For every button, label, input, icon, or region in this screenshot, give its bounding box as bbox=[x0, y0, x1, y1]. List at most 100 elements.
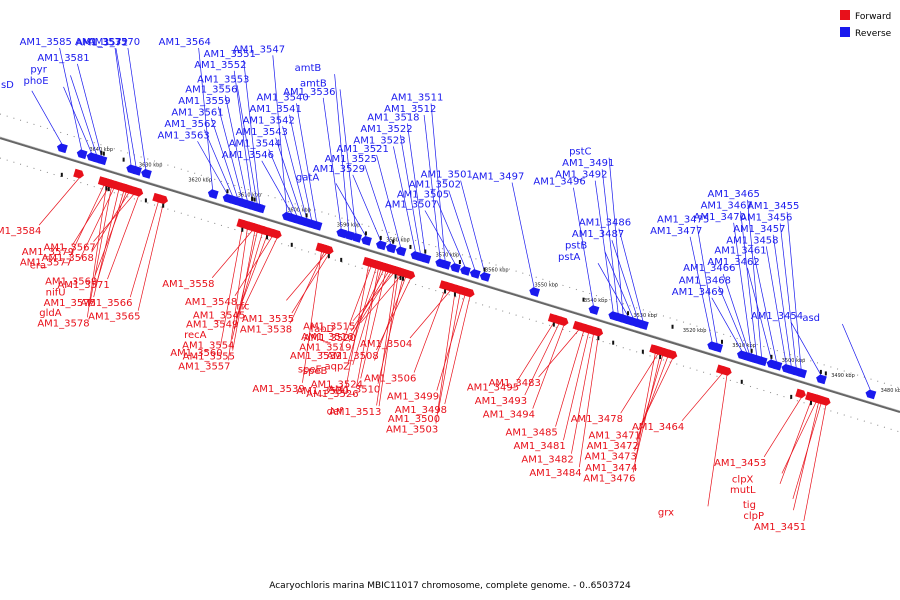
reverse-leader-line bbox=[376, 154, 401, 248]
forward-leader-line bbox=[374, 277, 406, 361]
forward-gene-label: nifU bbox=[46, 288, 66, 299]
forward-gene-label: AM1_3451 bbox=[754, 522, 806, 533]
tick-label: 3550 kbp bbox=[535, 283, 559, 289]
gene-arrow bbox=[385, 243, 397, 254]
gene-arrow bbox=[247, 201, 259, 212]
gene-marker bbox=[392, 239, 395, 244]
reverse-gene-label: AM1_3507 bbox=[385, 200, 437, 211]
reverse-leader-line bbox=[718, 286, 748, 353]
forward-gene-label: era bbox=[30, 261, 46, 272]
gene-marker bbox=[107, 187, 110, 192]
gene-arrow bbox=[572, 320, 584, 331]
forward-leader-line bbox=[360, 275, 401, 324]
forward-leader-line bbox=[444, 296, 471, 405]
tick-label: 3600 kbp bbox=[287, 207, 311, 213]
reverse-leader-line bbox=[31, 90, 63, 144]
gene-arrow bbox=[795, 388, 806, 399]
forward-leader-line bbox=[69, 185, 105, 257]
forward-leader-line bbox=[409, 290, 451, 339]
gene-arrow bbox=[529, 287, 540, 297]
gene-marker bbox=[612, 340, 615, 345]
reverse-gene-label: AM1_3556 bbox=[185, 84, 237, 95]
gene-arrow bbox=[395, 246, 407, 257]
reverse-gene-label: AM1_3496 bbox=[533, 177, 585, 188]
reverse-leader-line bbox=[754, 256, 777, 362]
gene-arrow bbox=[557, 316, 569, 326]
reverse-leader-line bbox=[722, 273, 750, 354]
forward-gene-label: AM1_3567 bbox=[44, 243, 96, 254]
reverse-leader-line bbox=[204, 129, 233, 196]
forward-leader-line bbox=[233, 233, 263, 329]
reverse-leader-line bbox=[59, 47, 82, 150]
tick-label: 3590 kbp bbox=[337, 223, 361, 229]
forward-gene-label: AM1_3566 bbox=[80, 298, 132, 309]
forward-leader-line bbox=[555, 331, 584, 427]
forward-gene-label: AM1_3520 bbox=[304, 333, 356, 344]
reverse-leader-line bbox=[334, 74, 349, 232]
forward-leader-line bbox=[86, 186, 107, 318]
forward-gene-label: grx bbox=[658, 507, 674, 518]
gene-marker bbox=[402, 276, 405, 281]
forward-gene-label: speB bbox=[303, 366, 328, 377]
forward-gene-label: AM1_3498 bbox=[395, 405, 447, 416]
reverse-leader-line bbox=[233, 70, 253, 202]
reverse-gene-label: AM1_3456 bbox=[740, 212, 792, 223]
forward-leader-line bbox=[348, 270, 384, 342]
gene-arrow bbox=[126, 164, 137, 175]
forward-gene-label: AM1_3535 bbox=[242, 314, 294, 325]
forward-gene-label: speE bbox=[298, 364, 322, 375]
forward-gene-label: AM1_3560 bbox=[170, 348, 222, 359]
gene-marker bbox=[144, 198, 147, 203]
reverse-gene-label: AM1_3525 bbox=[325, 154, 377, 165]
reverse-gene-label: AM1_3529 bbox=[313, 164, 365, 175]
legend-reverse-label: Reverse bbox=[855, 29, 892, 39]
reverse-leader-line bbox=[127, 47, 147, 170]
reverse-gene-label: AM1_3521 bbox=[337, 144, 389, 155]
reverse-leader-line bbox=[296, 103, 317, 222]
gene-arrow bbox=[816, 374, 827, 385]
reverse-gene-label: pstC bbox=[569, 147, 591, 158]
gene-marker bbox=[226, 189, 229, 194]
forward-leader-line bbox=[71, 186, 110, 247]
gene-arrow bbox=[336, 228, 348, 239]
gene-marker bbox=[105, 186, 108, 191]
forward-gene-label: AM1_3500 bbox=[388, 414, 440, 425]
gene-arrow bbox=[756, 356, 768, 367]
gene-marker bbox=[241, 227, 244, 232]
tick-label: 3520 kbp bbox=[683, 328, 707, 334]
reverse-gene-label: AM1_3543 bbox=[236, 127, 288, 138]
reverse-gene-label: AM1_3475 bbox=[657, 214, 709, 225]
reverse-leader-line bbox=[352, 174, 382, 242]
reverse-leader-line bbox=[747, 199, 762, 357]
forward-gene-label: AM1_3549 bbox=[186, 319, 238, 330]
reverse-gene-label: pyr bbox=[30, 64, 47, 75]
forward-leader-line bbox=[234, 236, 273, 296]
gene-marker bbox=[424, 249, 427, 254]
gene-arrow bbox=[351, 233, 362, 243]
reverse-leader-line bbox=[779, 223, 797, 368]
gene-arrow bbox=[96, 155, 108, 166]
reverse-leader-line bbox=[289, 114, 312, 220]
reverse-gene-label: AM1_3511 bbox=[391, 92, 443, 103]
reverse-leader-line bbox=[339, 89, 357, 234]
gene-marker bbox=[659, 354, 662, 359]
forward-gene-label: AM1_3453 bbox=[714, 458, 766, 469]
reverse-gene-label: gatA bbox=[296, 172, 319, 183]
gene-marker bbox=[790, 394, 793, 399]
gene-marker bbox=[251, 196, 254, 201]
forward-gene-label: AM1_3558 bbox=[162, 279, 214, 290]
reverse-gene-label: AM1_3454 bbox=[751, 311, 803, 322]
reverse-leader-line bbox=[842, 323, 871, 391]
forward-leader-line bbox=[524, 323, 560, 396]
reverse-gene-label: AM1_3512 bbox=[384, 104, 436, 115]
forward-leader-line bbox=[532, 325, 565, 409]
reverse-gene-label: AM1_3551 bbox=[204, 49, 256, 60]
reverse-leader-line bbox=[406, 123, 426, 255]
forward-leader-line bbox=[107, 196, 139, 280]
reverse-gene-label: AM1_3553 bbox=[197, 74, 249, 85]
gene-marker bbox=[740, 379, 743, 384]
gene-marker bbox=[641, 349, 644, 354]
forward-leader-line bbox=[634, 354, 661, 463]
reverse-leader-line bbox=[573, 187, 594, 306]
